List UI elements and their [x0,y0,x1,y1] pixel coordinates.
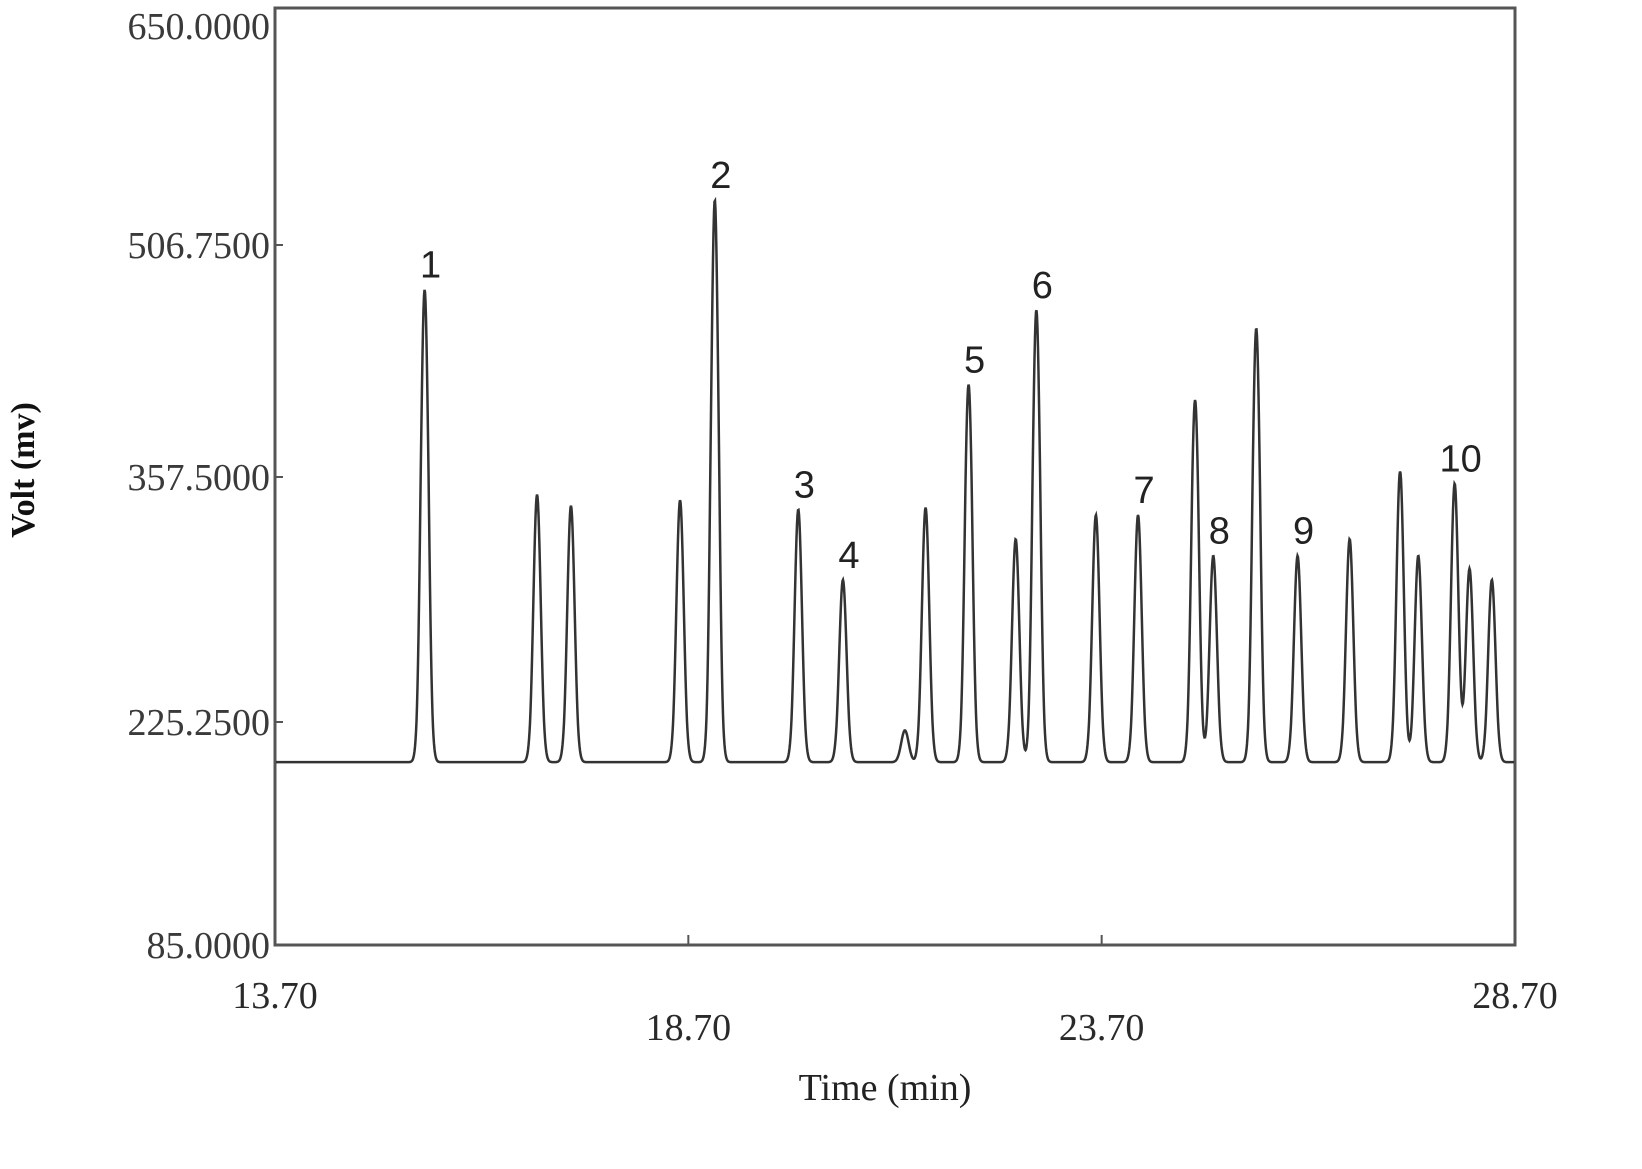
plot-frame [273,6,1517,947]
peak-label: 1 [420,245,441,287]
x-axis-ticks: 13.70 18.70 23.70 28.70 [232,935,1558,1049]
y-axis-ticks: 650.0000 506.7500 357.5000 225.2500 85.0000 [128,6,283,967]
y-tick-label: 225.2500 [128,702,271,744]
peak-label: 6 [1032,265,1053,307]
peak-labels: 1 2 34 5 6 7 8 9 10 [420,155,1482,577]
x-tick-label: 23.70 [1059,1007,1145,1049]
y-tick-label: 85.0000 [147,925,271,967]
chromatogram-trace [276,196,1514,764]
y-tick-label: 650.0000 [128,6,271,48]
y-tick-label: 357.5000 [128,457,271,499]
x-axis-label: Time (min) [799,1067,972,1109]
x-tick-label: 18.70 [646,1007,732,1049]
peak-label: 10 [1440,438,1482,480]
y-tick-label: 506.7500 [128,225,271,267]
peak-label: 3 [794,464,815,506]
peak-label: 7 [1133,470,1154,512]
x-tick-label: 13.70 [232,975,318,1017]
x-tick-label: 28.70 [1472,975,1558,1017]
peak-label: 9 [1293,511,1314,553]
peak-label: 4 [838,535,859,577]
peak-label: 5 [964,340,985,382]
y-axis-label: Volt (mv) [5,402,42,538]
peak-label: 2 [710,155,731,197]
peak-label: 8 [1209,511,1230,553]
